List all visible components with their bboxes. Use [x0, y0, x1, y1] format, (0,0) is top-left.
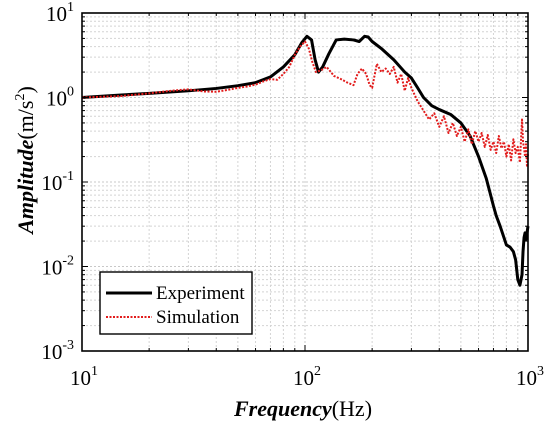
x-axis-title: Frequency(Hz): [233, 396, 372, 421]
y-axis-title-unit-exponent: 2: [13, 94, 28, 101]
y-axis-title-unit: (m/s: [13, 101, 38, 140]
series-simulation-line: [81, 40, 529, 169]
y-tick-label: 101: [46, 0, 74, 26]
y-tick-label: 100: [46, 85, 74, 111]
x-tick-label: 102: [293, 364, 321, 390]
x-axis-title-main: Frequency: [233, 396, 332, 421]
y-axis-title-unit-close: ): [13, 86, 38, 93]
y-tick-label: 10-2: [41, 254, 74, 280]
legend-label-simulation: Simulation: [156, 307, 240, 328]
x-axis-title-unit: (Hz): [332, 396, 372, 421]
grid: [82, 13, 528, 351]
x-tick-label: 101: [70, 364, 98, 390]
legend-label-experiment: Experiment: [156, 283, 245, 304]
ticks: 101 102 103 101 100 10-1 10-2 10-3: [41, 0, 544, 390]
y-tick-label: 10-3: [41, 338, 74, 364]
legend-box: [99, 271, 253, 335]
series-layer: [81, 34, 530, 287]
x-tick-label: 103: [516, 364, 544, 390]
y-tick-label: 10-1: [41, 169, 74, 195]
legend: Experiment Simulation: [99, 271, 253, 335]
y-axis-title-main: Amplitude: [13, 139, 38, 235]
y-axis-title: Amplitude(m/s2): [13, 86, 38, 236]
